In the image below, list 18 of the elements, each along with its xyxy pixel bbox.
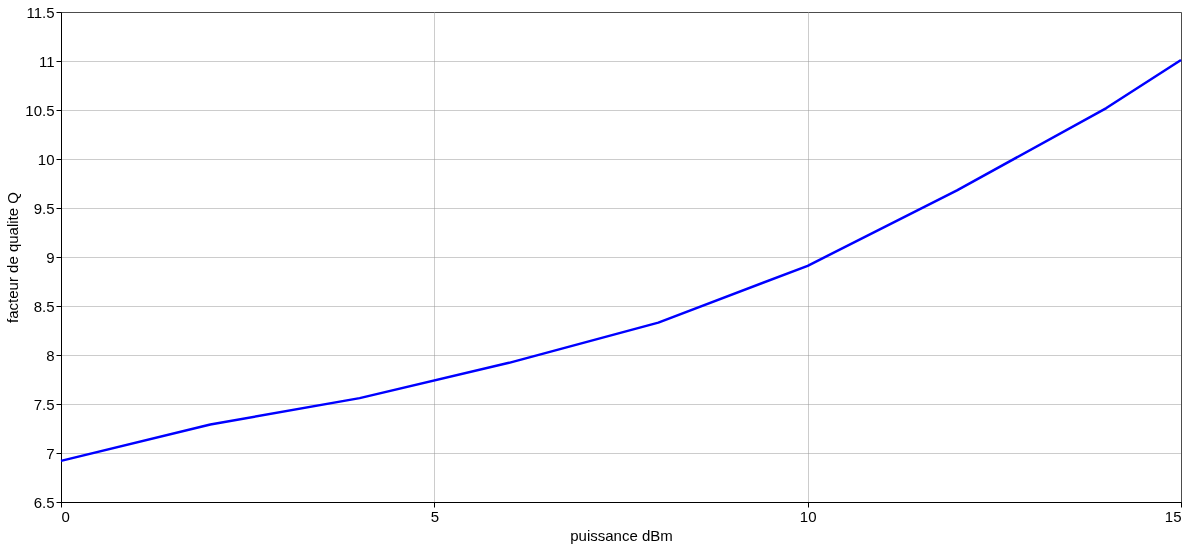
y-tick-label: 11 [38, 52, 55, 70]
y-tick-label: 9.5 [33, 199, 55, 217]
y-tick-label: 8 [46, 346, 55, 364]
x-axis-title: puissance dBm [570, 526, 673, 544]
y-tick-label: 10.5 [25, 101, 55, 119]
line-series [59, 58, 1183, 463]
x-tick-label: 0 [61, 507, 70, 525]
y-tick-label: 7 [46, 444, 55, 462]
y-tick-label: 10 [37, 150, 55, 168]
y-tick-label: 7.5 [33, 395, 55, 413]
x-tick-label: 15 [1164, 507, 1182, 525]
y-tick-label: 6.5 [33, 493, 55, 511]
y-axis-title: facteur de qualite Q [4, 192, 22, 323]
x-tick-label: 10 [799, 507, 817, 525]
x-tick-label: 5 [430, 507, 440, 525]
y-tick-label: 11.5 [26, 3, 55, 21]
y-tick-label: 8.5 [33, 297, 55, 315]
y-tick-label: 9 [46, 248, 55, 266]
